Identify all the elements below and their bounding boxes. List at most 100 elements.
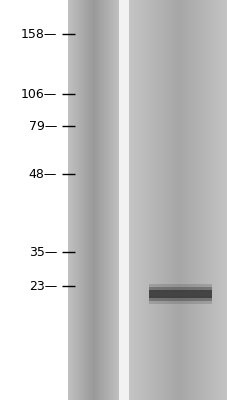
Bar <box>131 0 133 400</box>
Bar <box>148 0 150 400</box>
Bar <box>70 0 71 400</box>
Bar <box>76 0 77 400</box>
Bar <box>104 0 105 400</box>
Bar <box>171 0 173 400</box>
Bar <box>118 0 128 400</box>
Bar <box>86 0 87 400</box>
Bar <box>143 0 145 400</box>
Bar <box>188 0 189 400</box>
Bar <box>179 0 181 400</box>
Bar <box>117 0 118 400</box>
Bar <box>74 0 75 400</box>
Bar <box>87 0 88 400</box>
Bar <box>80 0 81 400</box>
Bar <box>109 0 110 400</box>
Bar <box>191 0 192 400</box>
Bar <box>146 0 148 400</box>
Bar <box>204 0 206 400</box>
Bar <box>113 0 114 400</box>
Bar <box>186 0 188 400</box>
Bar <box>201 0 202 400</box>
Bar <box>75 0 76 400</box>
Bar <box>96 0 97 400</box>
Text: 35—: 35— <box>29 246 57 258</box>
Bar <box>141 0 143 400</box>
Bar <box>107 0 108 400</box>
Bar <box>168 0 169 400</box>
Bar <box>84 0 85 400</box>
Bar <box>92 0 93 400</box>
Bar <box>194 0 196 400</box>
Bar <box>101 0 102 400</box>
Bar <box>192 0 194 400</box>
Bar <box>178 0 179 400</box>
Bar <box>225 0 227 400</box>
Bar <box>210 0 212 400</box>
Bar <box>140 0 141 400</box>
Bar <box>108 0 109 400</box>
Text: 23—: 23— <box>29 280 57 292</box>
Bar <box>72 0 73 400</box>
Bar <box>95 0 96 400</box>
Bar <box>209 0 210 400</box>
Bar <box>183 0 184 400</box>
Bar <box>69 0 70 400</box>
Bar <box>0 0 68 400</box>
Bar <box>77 0 78 400</box>
Text: 48—: 48— <box>29 168 57 180</box>
Bar <box>90 0 91 400</box>
Bar <box>116 0 117 400</box>
Bar <box>79 0 80 400</box>
Bar <box>150 0 151 400</box>
Bar <box>149 296 211 304</box>
Bar <box>115 0 116 400</box>
Text: 158—: 158— <box>20 28 57 40</box>
Bar <box>149 294 211 301</box>
Bar <box>161 0 163 400</box>
Text: 106—: 106— <box>21 88 57 100</box>
Bar <box>97 0 98 400</box>
Bar <box>149 287 211 294</box>
Bar <box>214 0 215 400</box>
Bar <box>184 0 186 400</box>
Bar <box>220 0 222 400</box>
Bar <box>151 0 153 400</box>
Bar <box>156 0 158 400</box>
Bar <box>93 0 94 400</box>
Bar <box>202 0 204 400</box>
Bar <box>78 0 79 400</box>
Bar <box>196 0 197 400</box>
Bar <box>217 0 219 400</box>
Bar <box>98 0 99 400</box>
Bar <box>158 0 160 400</box>
Bar <box>130 0 131 400</box>
Bar <box>102 0 103 400</box>
Text: 79—: 79— <box>29 120 57 132</box>
Bar <box>138 0 140 400</box>
Bar <box>160 0 161 400</box>
Bar <box>88 0 89 400</box>
Bar <box>91 0 92 400</box>
Bar <box>128 0 130 400</box>
Bar <box>110 0 111 400</box>
Bar <box>153 0 155 400</box>
Bar <box>99 0 100 400</box>
Bar <box>105 0 106 400</box>
Bar <box>215 0 217 400</box>
Bar <box>155 0 156 400</box>
Bar <box>207 0 209 400</box>
Bar <box>212 0 214 400</box>
Bar <box>164 0 166 400</box>
Bar <box>94 0 95 400</box>
Bar <box>173 0 174 400</box>
Bar <box>83 0 84 400</box>
Bar <box>112 0 113 400</box>
Bar <box>197 0 199 400</box>
Bar <box>100 0 101 400</box>
Bar <box>176 0 178 400</box>
Bar <box>169 0 171 400</box>
Bar <box>181 0 183 400</box>
Bar <box>106 0 107 400</box>
Bar <box>149 290 211 298</box>
Bar <box>81 0 82 400</box>
